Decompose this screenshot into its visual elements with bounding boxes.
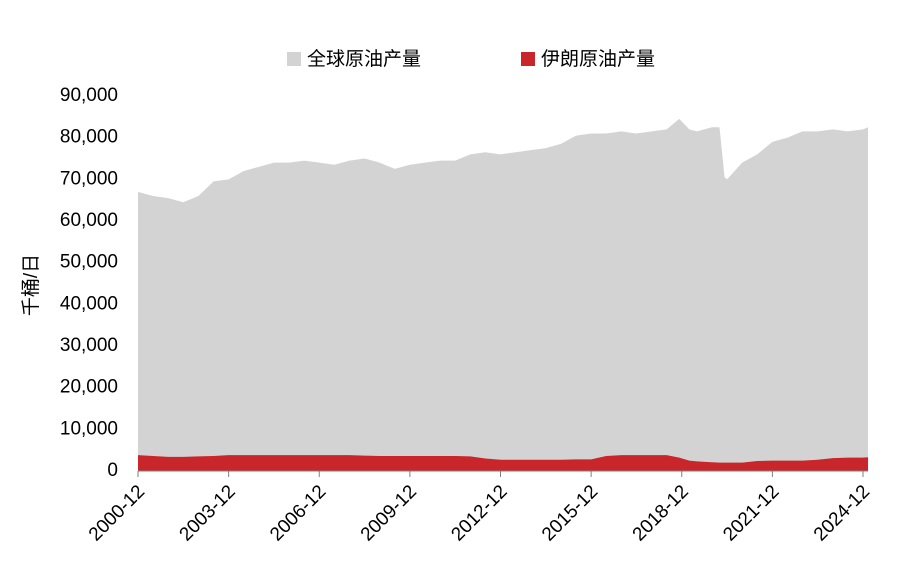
- x-tick-label: 2021-12: [719, 481, 783, 545]
- area: [138, 455, 869, 471]
- y-tick-label: 60,000: [60, 210, 118, 231]
- y-tick-label: 10,000: [60, 418, 118, 439]
- legend-label: 全球原油产量: [307, 48, 421, 70]
- y-tick-label: 80,000: [60, 127, 118, 148]
- x-tick-label: 2000-12: [85, 481, 149, 545]
- y-tick-label: 0: [107, 460, 118, 481]
- x-tick-label: 2006-12: [266, 481, 330, 545]
- legend-swatch: [521, 52, 535, 66]
- y-tick-label: 20,000: [60, 377, 118, 398]
- x-tick-label: 2012-12: [447, 481, 511, 545]
- x-tick-label: 2009-12: [357, 481, 421, 545]
- y-tick-label: 40,000: [60, 293, 118, 314]
- area: [138, 118, 869, 472]
- x-tick-label: 2018-12: [629, 481, 693, 545]
- y-tick-label: 90,000: [60, 85, 118, 106]
- x-tick-label: 2003-12: [176, 481, 240, 545]
- y-tick-label: 70,000: [60, 168, 118, 189]
- legend-label: 伊朗原油产量: [541, 48, 655, 70]
- y-axis-label: 千桶/日: [20, 254, 42, 316]
- x-tick-label: 2015-12: [538, 481, 602, 545]
- y-tick-label: 50,000: [60, 252, 118, 273]
- y-tick-label: 30,000: [60, 335, 118, 356]
- legend-swatch: [287, 52, 301, 66]
- x-tick-label: 2024-12: [810, 481, 874, 545]
